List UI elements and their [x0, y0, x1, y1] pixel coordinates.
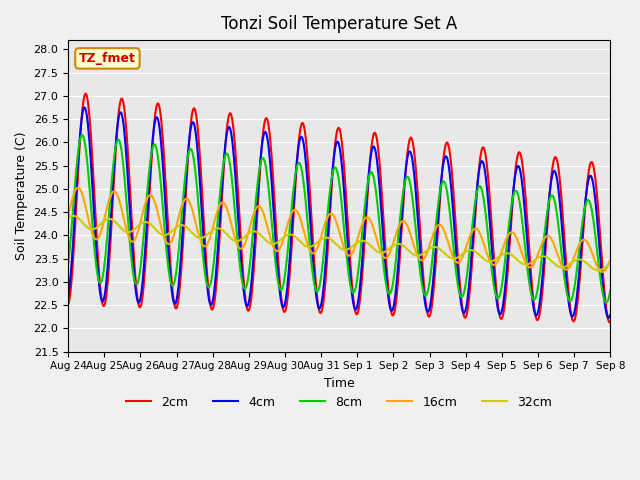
8cm: [255, 169, 263, 175]
Legend: 2cm, 4cm, 8cm, 16cm, 32cm: 2cm, 4cm, 8cm, 16cm, 32cm: [121, 391, 557, 414]
2cm: [255, 183, 263, 189]
8cm: [602, 300, 610, 305]
32cm: [69, 213, 77, 219]
2cm: [64, 301, 72, 307]
Line: 4cm: 4cm: [68, 108, 611, 318]
32cm: [595, 267, 602, 273]
8cm: [129, 265, 136, 271]
16cm: [607, 257, 614, 263]
4cm: [255, 175, 263, 180]
8cm: [79, 132, 86, 138]
Line: 8cm: 8cm: [68, 135, 611, 302]
16cm: [276, 246, 284, 252]
2cm: [607, 319, 614, 325]
8cm: [228, 179, 236, 184]
16cm: [228, 224, 236, 230]
4cm: [396, 243, 403, 249]
32cm: [129, 228, 136, 234]
Line: 32cm: 32cm: [68, 216, 611, 270]
16cm: [64, 214, 72, 219]
4cm: [605, 315, 612, 321]
Line: 2cm: 2cm: [68, 94, 611, 323]
2cm: [82, 91, 90, 96]
4cm: [64, 293, 72, 299]
8cm: [276, 285, 284, 291]
8cm: [426, 276, 434, 282]
16cm: [396, 222, 403, 228]
16cm: [255, 204, 263, 209]
2cm: [605, 320, 613, 325]
16cm: [598, 269, 606, 275]
8cm: [396, 220, 403, 226]
Line: 16cm: 16cm: [68, 188, 611, 272]
2cm: [426, 312, 434, 318]
16cm: [129, 239, 136, 245]
32cm: [276, 238, 284, 244]
4cm: [426, 303, 434, 309]
Y-axis label: Soil Temperature (C): Soil Temperature (C): [15, 132, 28, 260]
2cm: [396, 257, 403, 263]
8cm: [607, 288, 614, 294]
8cm: [64, 262, 72, 267]
X-axis label: Time: Time: [324, 377, 355, 390]
4cm: [607, 312, 614, 318]
4cm: [81, 105, 88, 110]
32cm: [426, 245, 434, 251]
4cm: [276, 286, 284, 292]
Title: Tonzi Soil Temperature Set A: Tonzi Soil Temperature Set A: [221, 15, 458, 33]
Text: TZ_fmet: TZ_fmet: [79, 52, 136, 65]
4cm: [228, 137, 236, 143]
32cm: [64, 215, 72, 221]
4cm: [129, 250, 136, 255]
32cm: [396, 241, 403, 247]
16cm: [426, 241, 434, 247]
2cm: [276, 276, 284, 281]
2cm: [228, 116, 236, 122]
32cm: [228, 237, 236, 242]
32cm: [255, 231, 263, 237]
32cm: [607, 261, 614, 267]
16cm: [74, 185, 82, 191]
2cm: [129, 230, 136, 236]
